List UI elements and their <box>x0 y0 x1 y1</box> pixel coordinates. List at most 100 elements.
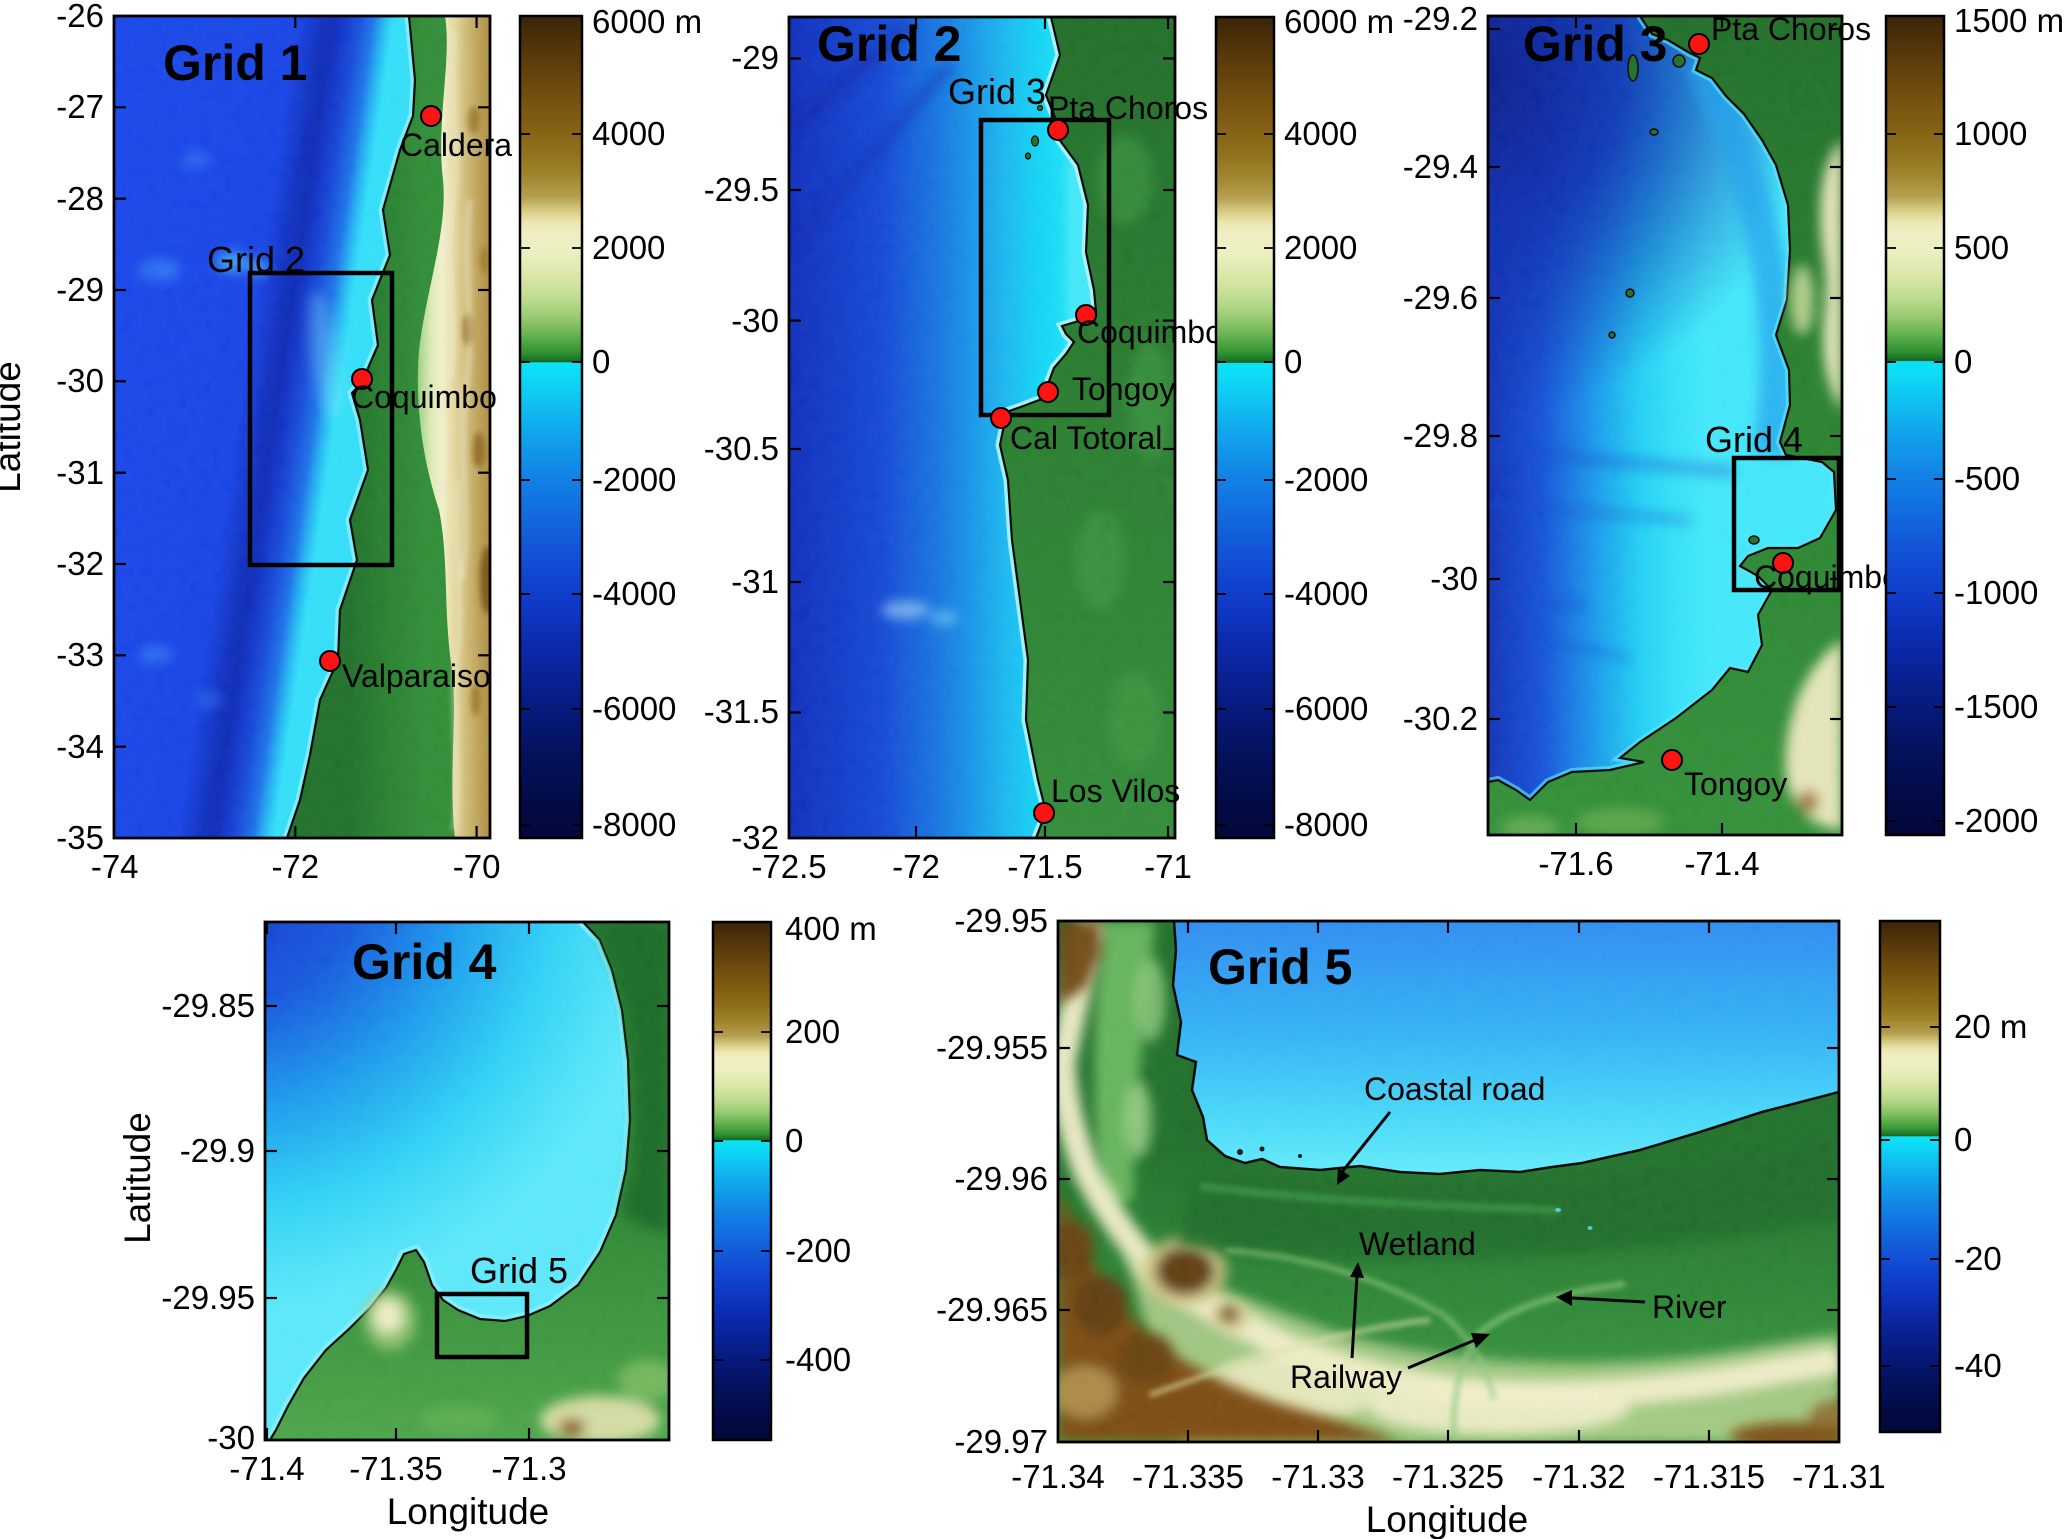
svg-text:Grid 2: Grid 2 <box>207 239 305 280</box>
svg-text:-71.35: -71.35 <box>349 1450 443 1487</box>
svg-text:-29.4: -29.4 <box>1403 148 1478 185</box>
svg-text:-40: -40 <box>1954 1347 2002 1384</box>
svg-text:-26: -26 <box>56 0 104 34</box>
svg-text:Railway: Railway <box>1290 1359 1402 1395</box>
svg-text:-6000: -6000 <box>1284 690 1368 727</box>
svg-text:Los Vilos: Los Vilos <box>1051 773 1180 809</box>
svg-text:-71.5: -71.5 <box>1007 848 1082 885</box>
svg-text:Coquimbo: Coquimbo <box>1077 314 1223 350</box>
svg-text:-29.95: -29.95 <box>954 902 1048 939</box>
svg-text:-32: -32 <box>731 819 779 856</box>
svg-text:-30.2: -30.2 <box>1403 700 1478 737</box>
svg-text:0: 0 <box>1954 343 1972 380</box>
svg-text:4000: 4000 <box>592 115 665 152</box>
svg-text:2000: 2000 <box>592 229 665 266</box>
svg-text:-29.965: -29.965 <box>936 1291 1048 1328</box>
svg-text:-29.2: -29.2 <box>1403 0 1478 37</box>
svg-text:-400: -400 <box>785 1341 851 1378</box>
svg-text:-29.85: -29.85 <box>161 987 255 1024</box>
svg-text:200: 200 <box>785 1013 840 1050</box>
svg-text:1500 m: 1500 m <box>1954 2 2064 39</box>
svg-text:Grid 3: Grid 3 <box>948 71 1046 112</box>
svg-text:-1000: -1000 <box>1954 574 2038 611</box>
svg-text:-29.955: -29.955 <box>936 1029 1048 1066</box>
svg-text:-31.5: -31.5 <box>704 693 779 730</box>
svg-text:0: 0 <box>1954 1121 1972 1158</box>
svg-text:-27: -27 <box>56 88 104 125</box>
svg-text:-29.97: -29.97 <box>954 1423 1048 1460</box>
svg-text:-30: -30 <box>1430 560 1478 597</box>
svg-text:Pta Choros: Pta Choros <box>1048 90 1208 126</box>
svg-text:0: 0 <box>785 1122 803 1159</box>
svg-text:Coquimbo: Coquimbo <box>1754 559 1900 595</box>
svg-text:-71.33: -71.33 <box>1271 1458 1365 1495</box>
svg-text:Caldera: Caldera <box>400 127 512 163</box>
svg-text:-30: -30 <box>56 362 104 399</box>
svg-text:-33: -33 <box>56 636 104 673</box>
svg-text:-4000: -4000 <box>592 575 676 612</box>
svg-text:-29.8: -29.8 <box>1403 417 1478 454</box>
svg-text:1000: 1000 <box>1954 115 2027 152</box>
svg-text:-72: -72 <box>892 848 940 885</box>
svg-text:-200: -200 <box>785 1232 851 1269</box>
svg-text:500: 500 <box>1954 229 2009 266</box>
svg-text:-8000: -8000 <box>592 806 676 843</box>
svg-text:Grid 5: Grid 5 <box>470 1250 568 1291</box>
svg-text:Latitude: Latitude <box>0 361 28 493</box>
svg-text:6000 m: 6000 m <box>592 3 702 40</box>
svg-text:-29.9: -29.9 <box>180 1132 255 1169</box>
svg-text:-71.315: -71.315 <box>1653 1458 1765 1495</box>
svg-text:Tongoy: Tongoy <box>1072 371 1175 407</box>
svg-text:0: 0 <box>1284 343 1302 380</box>
svg-text:Grid 4: Grid 4 <box>352 934 497 990</box>
svg-text:Valparaiso: Valparaiso <box>342 658 491 694</box>
svg-text:400 m: 400 m <box>785 910 877 947</box>
svg-text:-72.5: -72.5 <box>751 848 826 885</box>
svg-text:-6000: -6000 <box>592 690 676 727</box>
svg-text:Cal Totoral: Cal Totoral <box>1010 420 1162 456</box>
svg-text:River: River <box>1652 1289 1727 1325</box>
svg-text:-30: -30 <box>731 302 779 339</box>
svg-text:0: 0 <box>592 343 610 380</box>
svg-text:-29.5: -29.5 <box>704 171 779 208</box>
svg-text:6000 m: 6000 m <box>1284 3 1394 40</box>
svg-text:-71.32: -71.32 <box>1532 1458 1626 1495</box>
svg-text:-30: -30 <box>207 1419 255 1456</box>
svg-text:Wetland: Wetland <box>1359 1226 1476 1262</box>
svg-text:-30.5: -30.5 <box>704 430 779 467</box>
svg-text:-71.4: -71.4 <box>229 1450 304 1487</box>
svg-text:-20: -20 <box>1954 1240 2002 1277</box>
svg-text:Longitude: Longitude <box>1366 1499 1529 1539</box>
svg-text:-71.325: -71.325 <box>1392 1458 1504 1495</box>
svg-text:Longitude: Longitude <box>387 1491 550 1532</box>
svg-text:-2000: -2000 <box>1954 802 2038 839</box>
svg-text:-1500: -1500 <box>1954 688 2038 725</box>
svg-text:-35: -35 <box>56 819 104 856</box>
svg-text:-31: -31 <box>56 454 104 491</box>
svg-text:-71.6: -71.6 <box>1538 845 1613 882</box>
svg-text:-31: -31 <box>731 563 779 600</box>
svg-text:-32: -32 <box>56 545 104 582</box>
svg-text:Coquimbo: Coquimbo <box>351 379 497 415</box>
svg-text:4000: 4000 <box>1284 115 1357 152</box>
svg-text:Pta Choros: Pta Choros <box>1711 11 1871 47</box>
svg-text:-34: -34 <box>56 728 104 765</box>
svg-text:Tongoy: Tongoy <box>1684 766 1787 802</box>
svg-text:-29.95: -29.95 <box>161 1279 255 1316</box>
svg-text:Grid 4: Grid 4 <box>1705 419 1803 460</box>
svg-text:-72: -72 <box>271 848 319 885</box>
svg-text:-71.34: -71.34 <box>1011 1458 1105 1495</box>
svg-text:Grid 1: Grid 1 <box>163 35 307 91</box>
svg-text:-29: -29 <box>731 39 779 76</box>
svg-text:Grid 2: Grid 2 <box>817 16 961 72</box>
svg-text:-4000: -4000 <box>1284 575 1368 612</box>
svg-text:-71.4: -71.4 <box>1684 845 1759 882</box>
svg-text:Latitude: Latitude <box>117 1112 158 1244</box>
svg-text:-2000: -2000 <box>592 461 676 498</box>
svg-text:-2000: -2000 <box>1284 461 1368 498</box>
svg-text:-71.335: -71.335 <box>1132 1458 1244 1495</box>
svg-text:-500: -500 <box>1954 460 2020 497</box>
svg-text:Coastal road: Coastal road <box>1364 1071 1545 1107</box>
svg-text:-71.3: -71.3 <box>491 1450 566 1487</box>
svg-text:-71: -71 <box>1144 848 1192 885</box>
